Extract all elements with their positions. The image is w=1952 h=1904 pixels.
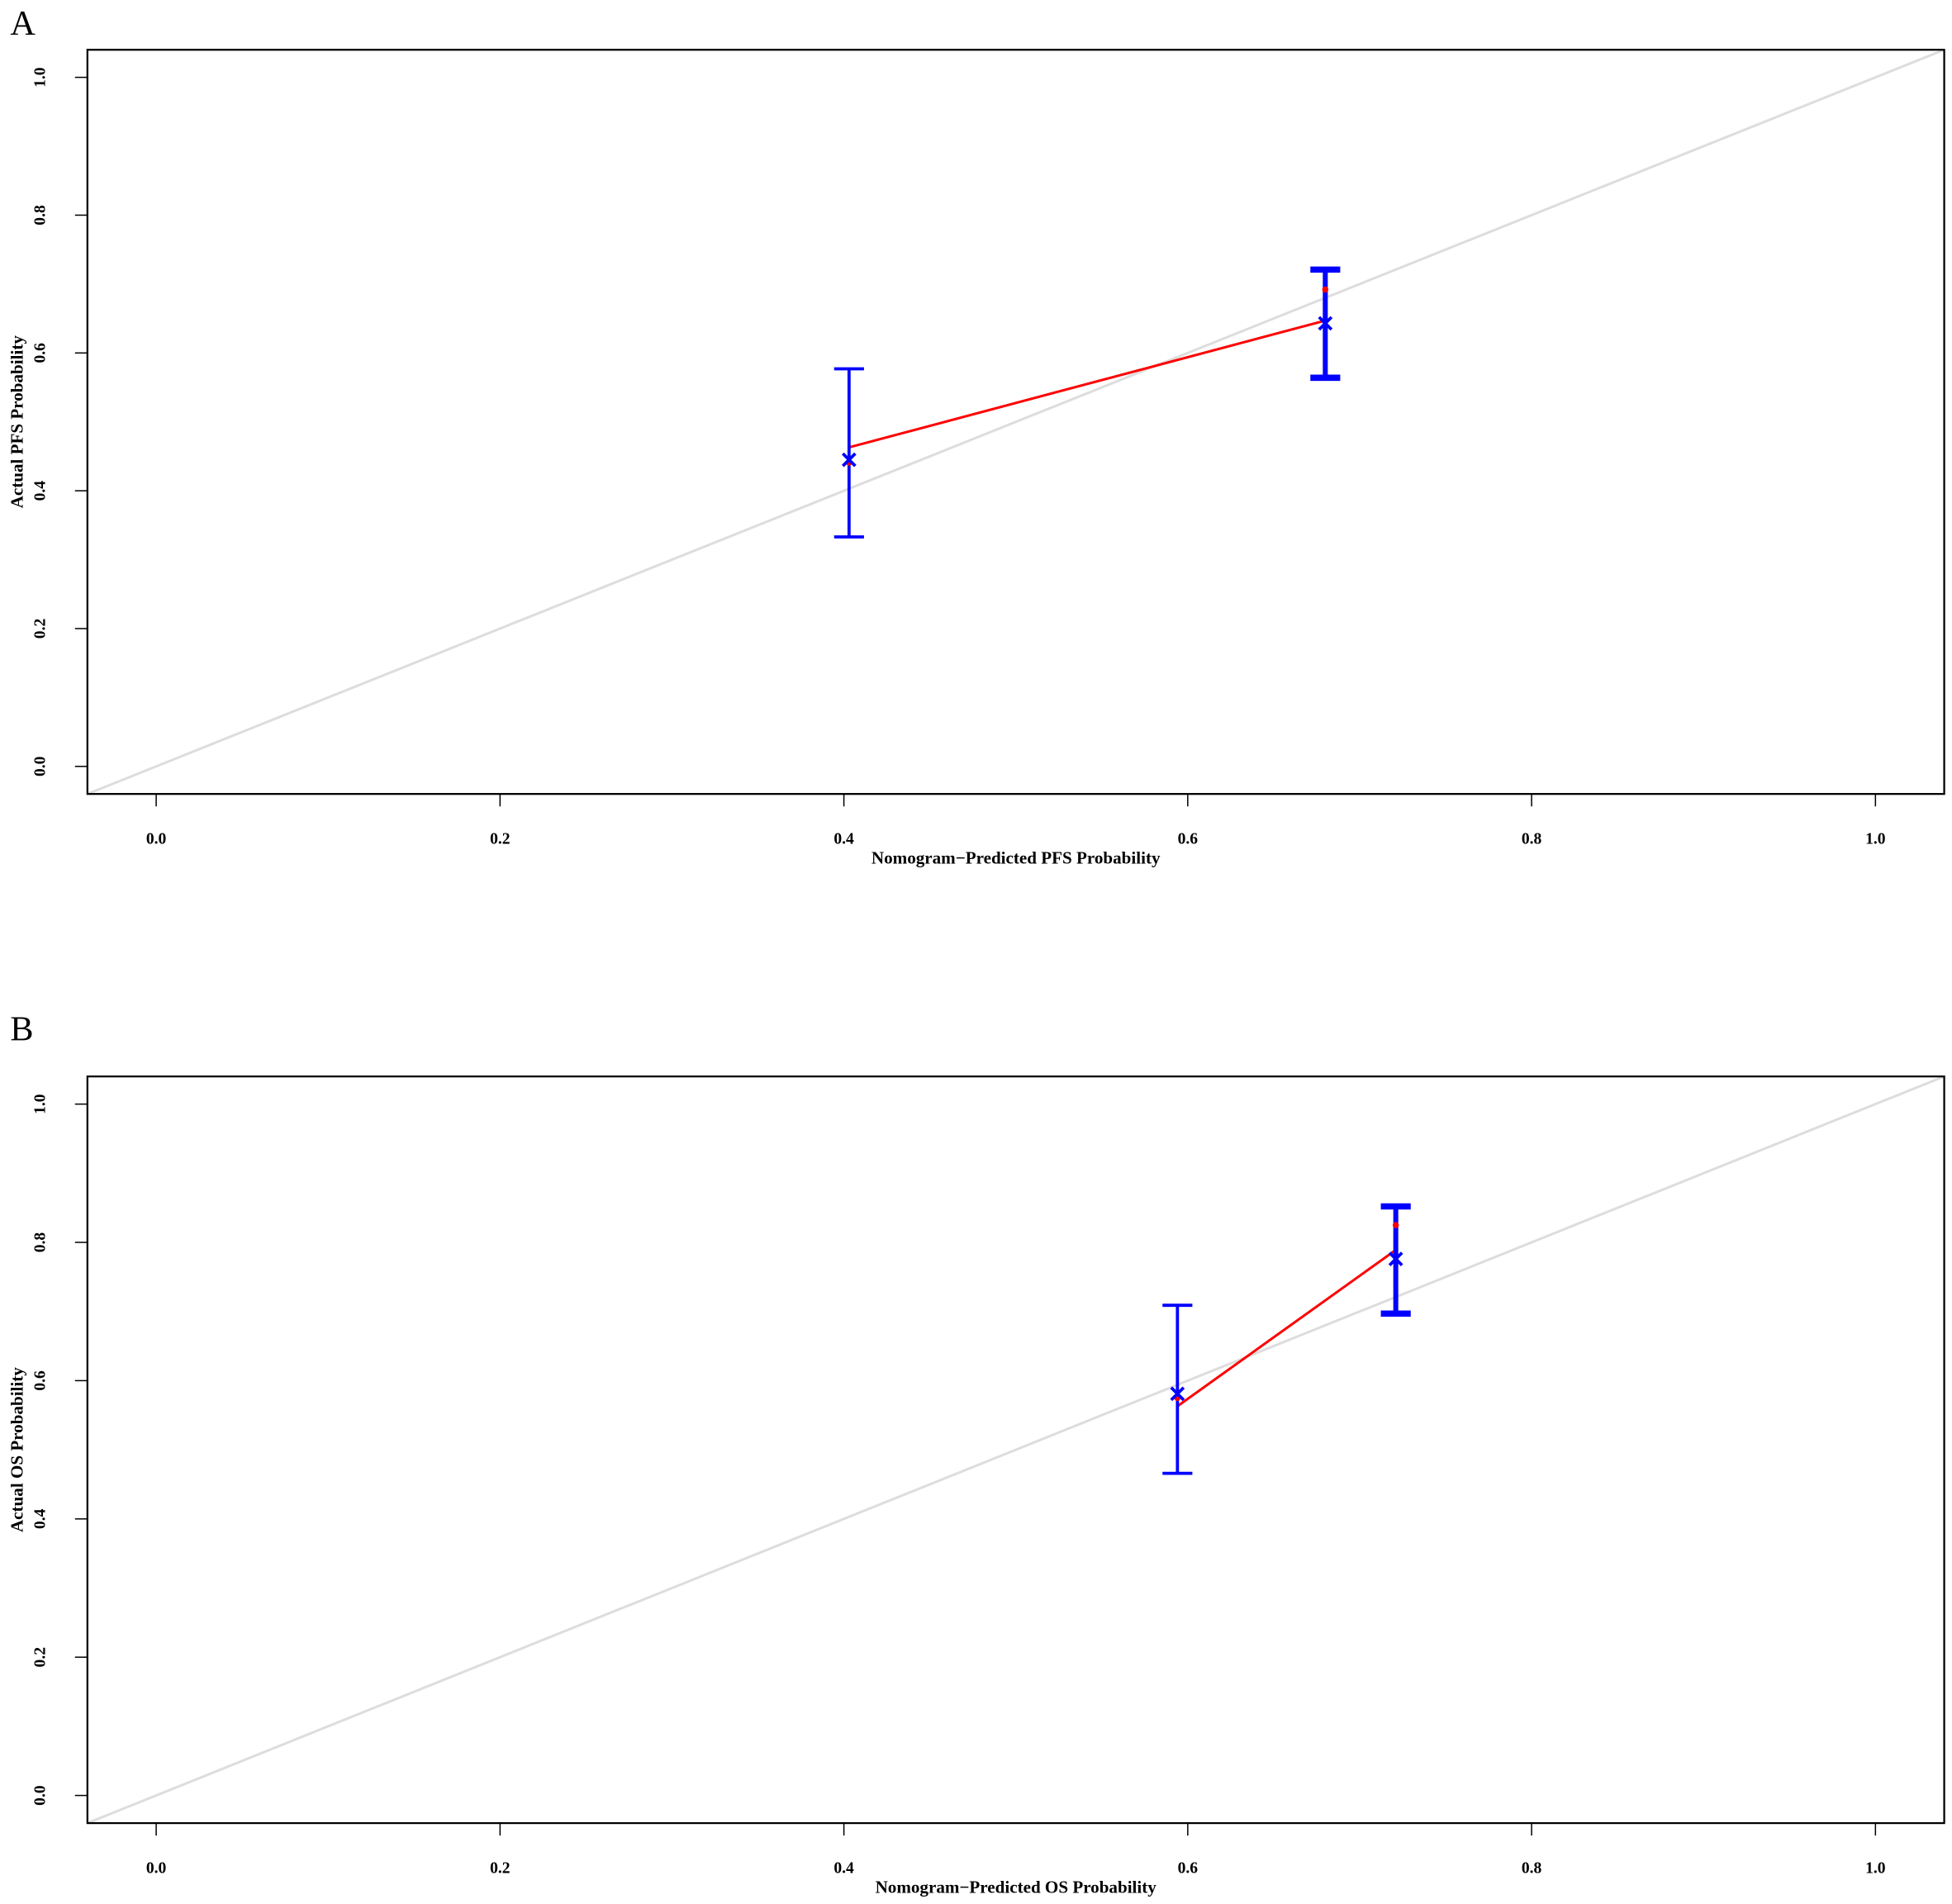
y-tick-label: 0.6 xyxy=(32,343,50,363)
x-tick-label: 0.2 xyxy=(490,1859,510,1877)
y-tick-label: 0.4 xyxy=(32,1508,50,1529)
reference-diagonal xyxy=(87,1075,1945,1825)
apparent-point xyxy=(1392,1222,1399,1228)
x-tick-label: 0.0 xyxy=(146,1859,167,1877)
observed-marker xyxy=(1170,1386,1185,1402)
x-tick-label: 0.0 xyxy=(146,830,167,848)
panel: A 0.0 0.2 0.4 0.6 0.8 1.0 0.0 0.2 0.4 0.6 0.8 1.0 Nom… xyxy=(7,4,1945,868)
panel-label: B xyxy=(10,1009,33,1048)
y-axis-label: Actual PFS Probability xyxy=(7,335,26,509)
y-tick-label: 0.8 xyxy=(32,205,50,226)
y-tick-label: 1.0 xyxy=(32,1094,50,1114)
x-tick-label: 0.4 xyxy=(834,1859,854,1877)
observed-marker xyxy=(1318,316,1333,331)
x-tick-label: 0.6 xyxy=(1178,830,1199,848)
plot-frame xyxy=(86,49,1945,795)
y-tick-label: 0.6 xyxy=(32,1370,50,1391)
y-tick-label: 1.0 xyxy=(32,67,50,88)
x-axis-label: Nomogram−Predicted PFS Probability xyxy=(872,848,1161,868)
y-tick-label: 0.2 xyxy=(32,619,50,639)
observed-marker xyxy=(841,452,857,468)
y-tick-label: 0.2 xyxy=(32,1647,50,1667)
y-tick-label: 0.0 xyxy=(32,1785,50,1806)
panel: B 0.0 0.2 0.4 0.6 0.8 1.0 0.0 0.2 0.4 0.6 0.8 1.0 Nom… xyxy=(7,1009,1945,1897)
x-axis-label: Nomogram−Predicted OS Probability xyxy=(876,1877,1157,1897)
y-tick-label: 0.0 xyxy=(32,756,50,776)
calibration-line xyxy=(1176,1248,1397,1408)
apparent-point xyxy=(1322,286,1329,293)
observed-marker xyxy=(1388,1251,1403,1266)
x-tick-label: 0.4 xyxy=(834,830,854,848)
x-tick-label: 1.0 xyxy=(1865,830,1886,848)
x-tick-label: 0.2 xyxy=(490,830,510,848)
panel-label: A xyxy=(10,4,36,43)
x-tick-label: 1.0 xyxy=(1865,1859,1886,1877)
reference-diagonal xyxy=(87,48,1945,795)
y-tick-label: 0.8 xyxy=(32,1232,50,1253)
x-tick-label: 0.8 xyxy=(1522,830,1542,848)
x-tick-label: 0.8 xyxy=(1522,1859,1542,1877)
x-tick-label: 0.6 xyxy=(1178,1859,1199,1877)
y-tick-label: 0.4 xyxy=(32,481,50,501)
plot-frame xyxy=(86,1075,1945,1825)
calibration-line xyxy=(848,319,1326,449)
y-axis-label: Actual OS Probability xyxy=(7,1367,26,1532)
